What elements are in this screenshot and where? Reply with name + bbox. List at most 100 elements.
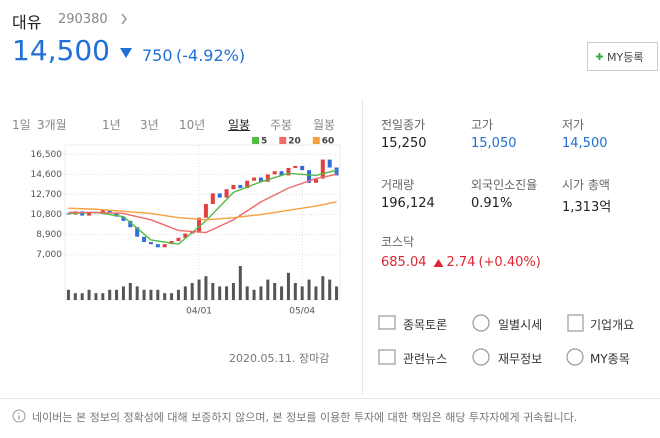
volume-bar: [87, 289, 91, 300]
info-value: 0.91%: [471, 196, 513, 211]
info-label: 외국인소진율: [471, 178, 538, 192]
index-change: 2.74: [446, 255, 476, 270]
link-button[interactable]: 종목토론: [403, 318, 448, 332]
info-value: 15,050: [471, 136, 517, 151]
info-label: 시가 총액: [562, 178, 610, 192]
candle: [107, 210, 112, 213]
chevron-icon: [121, 13, 127, 25]
candle: [176, 237, 181, 241]
candle: [87, 212, 92, 216]
volume-bar: [66, 289, 70, 300]
range-tab[interactable]: 1년: [102, 118, 121, 132]
candle: [265, 174, 270, 182]
finance-icon: [472, 348, 490, 366]
link-button[interactable]: 관련뉴스: [403, 352, 448, 366]
info-label: 거래량: [381, 178, 415, 192]
volume-bar: [259, 286, 263, 300]
volume-bar: [300, 286, 304, 300]
volume-bar: [225, 286, 229, 300]
info-value: 1,313억: [562, 200, 612, 215]
volume-bar: [218, 286, 222, 300]
range-tab[interactable]: 10년: [179, 118, 206, 132]
volume-bar: [280, 286, 284, 300]
link-button[interactable]: 재무정보: [498, 352, 543, 366]
volume-bar: [211, 283, 215, 300]
info-value: 196,124: [381, 196, 435, 211]
candle: [272, 171, 277, 175]
legend-swatch: [252, 137, 259, 144]
my-button[interactable]: MY등록: [607, 51, 644, 64]
candle: [327, 159, 332, 168]
info-icon: [12, 409, 26, 423]
volume-bar: [273, 283, 277, 300]
candle: [238, 184, 243, 189]
volume-bar: [238, 266, 242, 300]
legend-label: 20: [288, 137, 301, 147]
range-tab[interactable]: 주봉: [270, 118, 293, 132]
candle: [231, 184, 236, 190]
volume-bar: [73, 293, 77, 300]
legend-label: 5: [261, 137, 267, 147]
candle: [245, 180, 250, 189]
volume-bar: [135, 286, 139, 300]
range-tab[interactable]: 월봉: [313, 118, 336, 132]
volume-bar: [293, 283, 297, 300]
info-label: 고가: [471, 118, 494, 132]
candle: [224, 189, 229, 198]
range-tab[interactable]: 3개월: [37, 118, 67, 132]
candle: [203, 203, 208, 218]
volume-bar: [94, 293, 98, 300]
moving-average-line: [68, 201, 337, 221]
link-button[interactable]: 일별시세: [498, 318, 543, 332]
volume-bar: [286, 272, 290, 300]
info-label: 저가: [562, 118, 585, 132]
down-arrow-icon: [120, 48, 132, 58]
volume-bar: [121, 286, 125, 300]
index-rate: (+0.40%): [478, 255, 541, 270]
plus-icon: [596, 53, 603, 60]
candle: [114, 212, 119, 217]
link-button[interactable]: MY종목: [590, 352, 630, 366]
volume-bar: [231, 283, 235, 300]
volume-bar: [335, 286, 339, 300]
y-tick-label: 8,900: [36, 230, 62, 240]
volume-bar: [252, 289, 256, 300]
index-value: 685.04: [381, 255, 427, 270]
candle: [128, 220, 133, 228]
stock-name[interactable]: 대유: [12, 13, 42, 32]
candle: [162, 244, 167, 248]
discussion-icon: [378, 315, 396, 330]
x-tick-label: 04/01: [186, 307, 212, 317]
range-tab[interactable]: 일봉: [228, 118, 251, 132]
notice: 네이버는 본 정보의 정확성에 대해 보증하지 않으며, 본 정보를 이용한 투…: [32, 411, 578, 424]
volume-bar: [266, 279, 270, 300]
company-icon: [567, 314, 584, 332]
range-tab[interactable]: 1일: [12, 118, 31, 132]
volume-bar: [190, 283, 194, 300]
range-tab[interactable]: 3년: [140, 118, 159, 132]
y-tick-label: 7,000: [36, 250, 62, 260]
candle: [142, 236, 147, 243]
volume-bar: [183, 286, 187, 300]
candle: [135, 227, 140, 237]
candle: [300, 165, 305, 171]
volume-bar: [176, 289, 180, 300]
info-value: 15,250: [381, 136, 427, 151]
volume-bar: [314, 286, 318, 300]
candle: [286, 168, 291, 176]
candle: [293, 165, 298, 169]
candle: [320, 159, 325, 179]
y-tick-label: 12,700: [31, 190, 63, 200]
candle: [100, 210, 105, 214]
moving-average-line: [68, 173, 337, 234]
candle: [183, 233, 188, 238]
link-button[interactable]: 기업개요: [590, 318, 635, 332]
my-icon: [566, 348, 584, 366]
candle: [155, 244, 160, 248]
daily-icon: [472, 314, 490, 332]
candle: [217, 193, 222, 198]
candle: [66, 213, 71, 215]
legend-swatch: [312, 137, 320, 144]
